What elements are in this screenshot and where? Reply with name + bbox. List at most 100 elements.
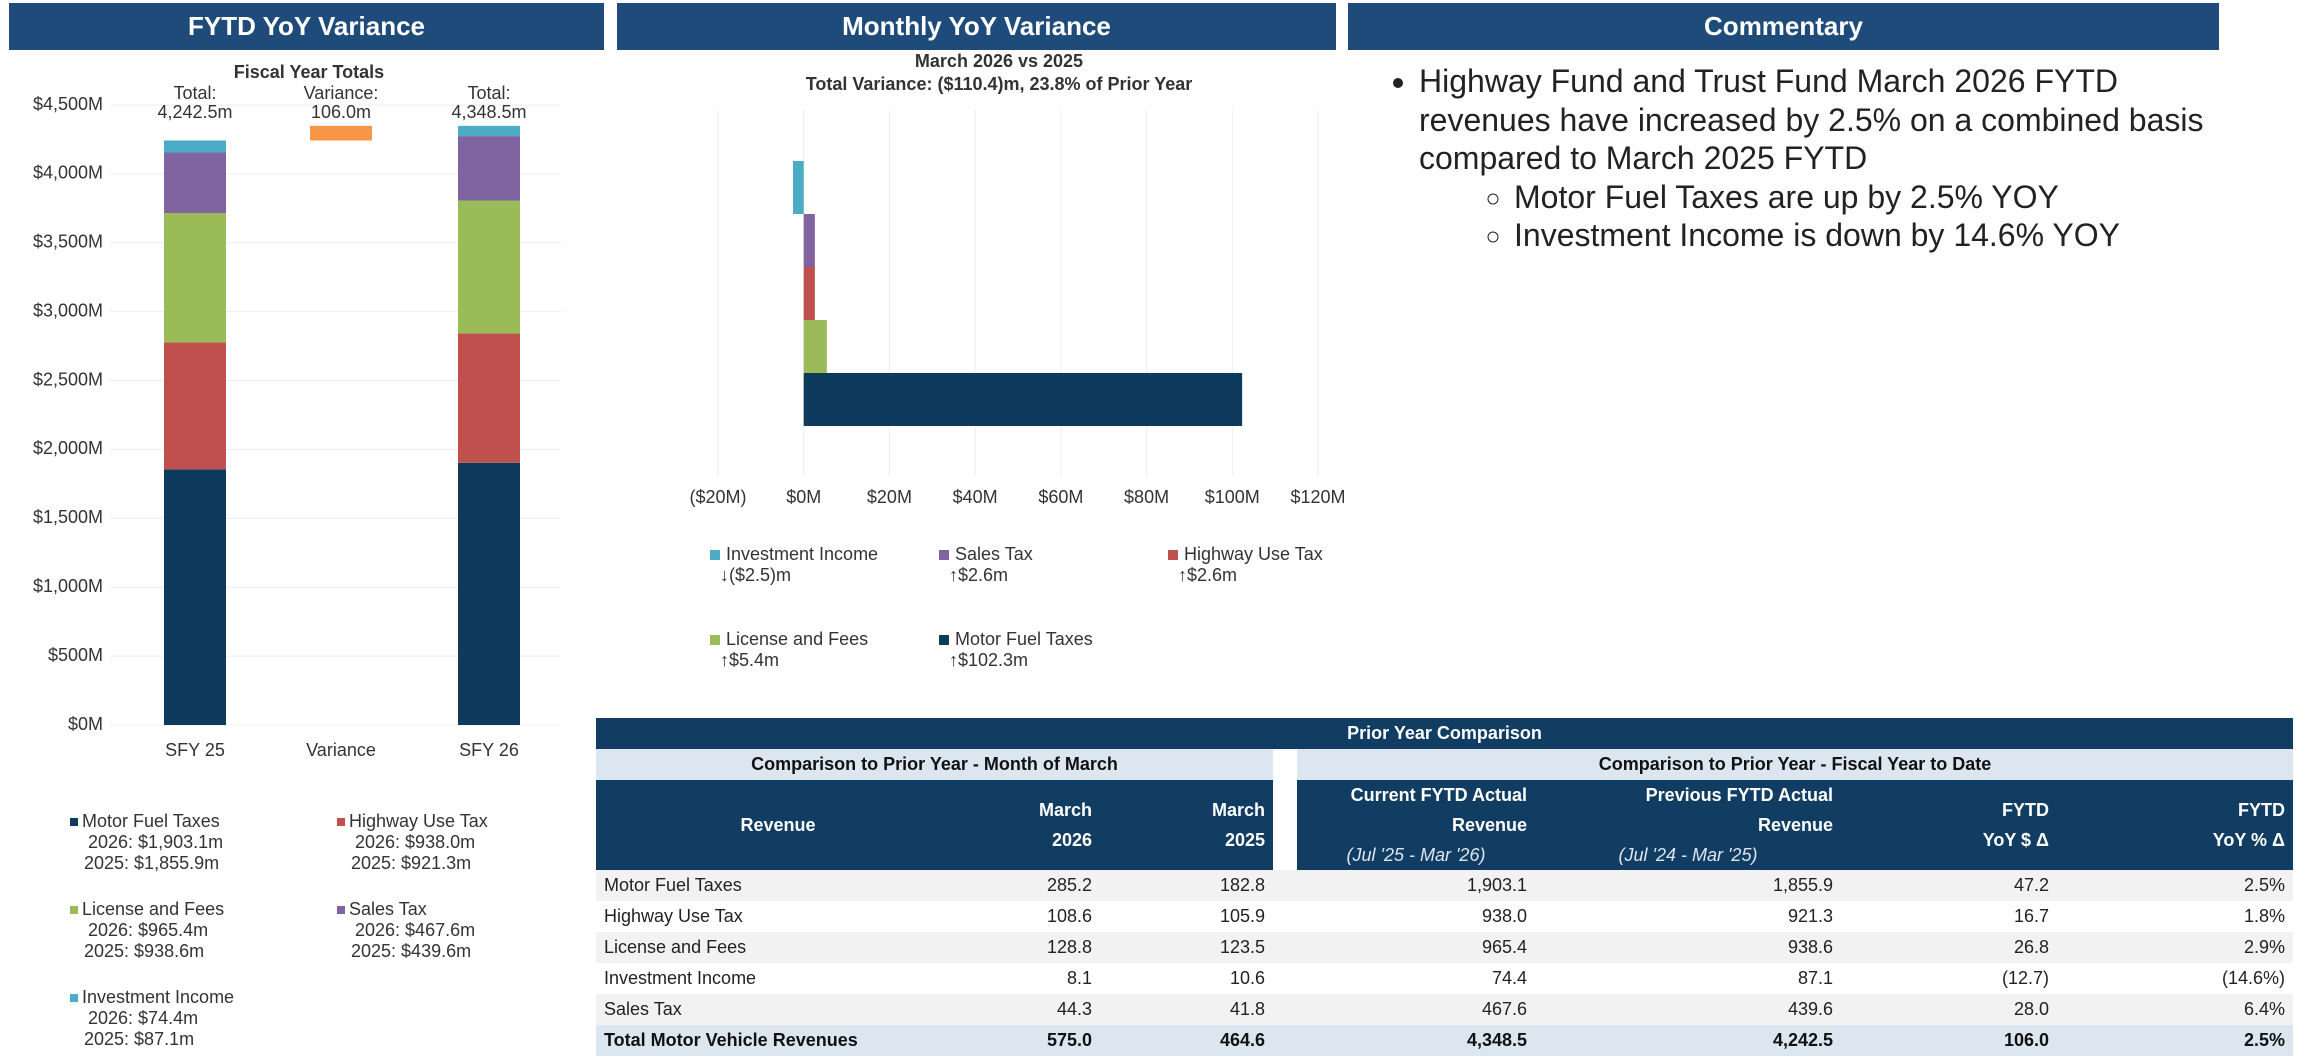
- sub-bullet: Motor Fuel Taxes are up by 2.5% YOY: [1514, 178, 2236, 217]
- group-header: Comparison to Prior Year - Month of Marc…: [596, 749, 1273, 780]
- annotation-value: 4,348.5m: [451, 102, 526, 122]
- panel-header: Monthly YoY Variance: [617, 3, 1336, 50]
- y-tick-label: $1,000M: [33, 576, 103, 596]
- cell: 2.5%: [2057, 1025, 2293, 1056]
- data-row: Motor Fuel Taxes 285.2 182.8 1,903.1 1,855.9…: [596, 870, 2293, 901]
- legend-value: 2025: $938.6m: [84, 941, 204, 961]
- cell: 44.3: [960, 994, 1100, 1025]
- header-line: FYTD: [2002, 800, 2049, 820]
- gap: [1273, 932, 1297, 963]
- cell: 87.1: [1535, 963, 1841, 994]
- bullet: Highway Fund and Trust Fund March 2026 F…: [1419, 62, 2236, 255]
- cell: 105.9: [1100, 901, 1273, 932]
- x-tick-label: $100M: [1205, 487, 1260, 507]
- gap: [1273, 780, 1297, 870]
- column-header: March 2026: [960, 780, 1100, 870]
- gap: [1273, 994, 1297, 1025]
- cell: 2.5%: [2057, 870, 2293, 901]
- bullet-list: Highway Fund and Trust Fund March 2026 F…: [1356, 62, 2236, 255]
- data-row: Investment Income 8.1 10.6 74.4 87.1 (12.7) (1…: [596, 963, 2293, 994]
- legend-label: Highway Use Tax: [349, 811, 488, 831]
- gap: [1273, 870, 1297, 901]
- column-header: Current FYTD Actual Revenue (Jul '25 - Mar…: [1297, 780, 1535, 870]
- legend-swatch: [70, 818, 78, 826]
- legend-value: ↑$2.6m: [1178, 565, 1237, 585]
- cell: License and Fees: [596, 932, 960, 963]
- sub-list: Motor Fuel Taxes are up by 2.5% YOYInves…: [1419, 178, 2236, 255]
- cell: 4,242.5: [1535, 1025, 1841, 1056]
- bar: [803, 320, 827, 373]
- cell: 182.8: [1100, 870, 1273, 901]
- group-row: Comparison to Prior Year - Month of Marc…: [596, 749, 2293, 780]
- y-tick-label: $2,000M: [33, 438, 103, 458]
- cell: 74.4: [1297, 963, 1535, 994]
- y-tick-label: $2,500M: [33, 369, 103, 389]
- bullet-text: Highway Fund and Trust Fund March 2026 F…: [1419, 63, 2204, 176]
- legend-value: 2025: $439.6m: [351, 941, 471, 961]
- cell: 1,903.1: [1297, 870, 1535, 901]
- title-row: Prior Year Comparison: [596, 718, 2293, 749]
- bar-segment: [458, 333, 520, 463]
- x-tick-label: SFY 25: [165, 740, 225, 760]
- legend-swatch: [710, 550, 720, 560]
- legend-swatch: [337, 818, 345, 826]
- cell: 965.4: [1297, 932, 1535, 963]
- header-line: Revenue: [1451, 815, 1527, 835]
- cell: Investment Income: [596, 963, 960, 994]
- cell: 47.2: [1841, 870, 2057, 901]
- column-header: FYTD YoY $ Δ: [1841, 780, 2057, 870]
- header-line: Revenue: [1757, 815, 1833, 835]
- legend-swatch: [1168, 550, 1178, 560]
- cell: 1.8%: [2057, 901, 2293, 932]
- legend-value: ↑$102.3m: [949, 650, 1028, 670]
- legend-value: 2025: $1,855.9m: [84, 853, 219, 873]
- header-row: Revenue March 2026 March 2025 Current FYTD Ac…: [596, 780, 2293, 870]
- column-header: March 2025: [1100, 780, 1273, 870]
- legend-value: ↑$2.6m: [949, 565, 1008, 585]
- bar-segment: [458, 136, 520, 201]
- annotation-value: 4,242.5m: [157, 102, 232, 122]
- cell: 28.0: [1841, 994, 2057, 1025]
- legend-label: License and Fees: [726, 629, 868, 649]
- cell: 575.0: [960, 1025, 1100, 1056]
- column-header: Revenue: [596, 780, 960, 870]
- gap: [1273, 1025, 1297, 1056]
- panel-header: Commentary: [1348, 3, 2219, 50]
- legend-swatch: [70, 994, 78, 1002]
- y-tick-label: $1,500M: [33, 507, 103, 527]
- legend-value: 2026: $74.4m: [88, 1008, 198, 1028]
- bar-segment: [458, 462, 520, 725]
- legend-label: Sales Tax: [955, 544, 1033, 564]
- panel-header: FYTD YoY Variance: [9, 3, 604, 50]
- annotation-label: Total:: [173, 83, 216, 103]
- y-tick-label: $3,000M: [33, 300, 103, 320]
- legend-value: 2026: $1,903.1m: [88, 832, 223, 852]
- cell: 128.8: [960, 932, 1100, 963]
- x-tick-label: $0M: [786, 487, 821, 507]
- legend-swatch: [70, 906, 78, 914]
- data-row: Total Motor Vehicle Revenues 575.0 464.6 4,…: [596, 1025, 2293, 1056]
- annotation-label: Variance:: [304, 83, 379, 103]
- column-header: FYTD YoY % Δ: [2057, 780, 2293, 870]
- bar-segment: [164, 213, 226, 343]
- column-header: Previous FYTD Actual Revenue (Jul '24 - Ma…: [1535, 780, 1841, 870]
- x-tick-label: $20M: [867, 487, 912, 507]
- cell: (14.6%): [2057, 963, 2293, 994]
- data-row: License and Fees 128.8 123.5 965.4 938.6 26.8…: [596, 932, 2293, 963]
- bar-segment: [164, 152, 226, 214]
- cell: 285.2: [960, 870, 1100, 901]
- data-row: Highway Use Tax 108.6 105.9 938.0 921.3 16.7 1…: [596, 901, 2293, 932]
- legend-swatch: [710, 635, 720, 645]
- cell: 938.0: [1297, 901, 1535, 932]
- header-line: YoY % Δ: [2212, 830, 2285, 850]
- legend-label: License and Fees: [82, 899, 224, 919]
- gap: [1273, 749, 1297, 780]
- header-line: March: [1211, 800, 1265, 820]
- cell: (12.7): [1841, 963, 2057, 994]
- cell: 6.4%: [2057, 994, 2293, 1025]
- bar-segment: [164, 140, 226, 153]
- bar-segment: [458, 200, 520, 334]
- cell: 938.6: [1535, 932, 1841, 963]
- header-line: Revenue: [740, 815, 816, 835]
